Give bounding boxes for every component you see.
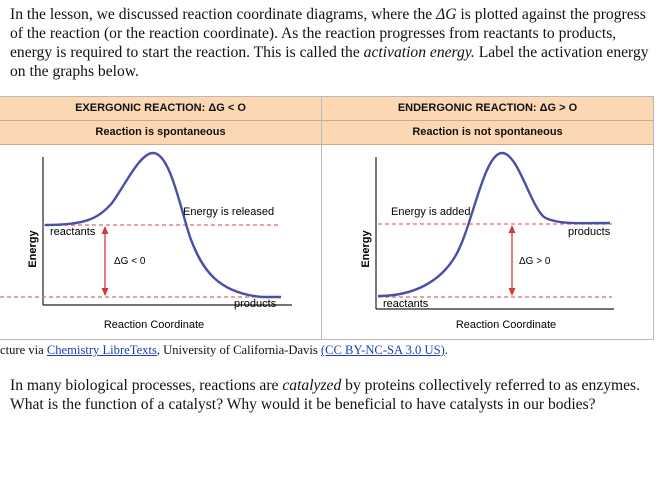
endergonic-delta-label: ΔG > 0	[519, 256, 551, 267]
exergonic-y-axis-label: Energy	[27, 229, 39, 267]
intro-text-1: In the lesson, we discussed reaction coo…	[10, 6, 437, 23]
endergonic-products-label: products	[568, 226, 611, 238]
reaction-diagram-figure: EXERGONIC REACTION: ΔG < O Reaction is s…	[0, 96, 654, 340]
license-link[interactable]: (CC BY-NC-SA 3.0 US)	[320, 343, 445, 357]
endergonic-panel: ENDERGONIC REACTION: ΔG > O Reaction is …	[322, 97, 653, 339]
endergonic-title: ENDERGONIC REACTION: ΔG > O	[322, 97, 653, 121]
intro-text-3: Label the activation energy on the graph…	[10, 44, 649, 80]
exergonic-reactants-label: reactants	[50, 226, 96, 238]
endergonic-plot: Energy Reaction Coordinate Energy is add…	[360, 151, 614, 331]
credit-suffix: .	[444, 343, 448, 357]
exergonic-products-label: products	[234, 298, 277, 310]
question-text-1: In many biological processes, reactions …	[10, 377, 283, 394]
question-text-2: by proteins collectively referred to as …	[10, 377, 641, 413]
endergonic-energy-curve	[377, 151, 611, 298]
endergonic-energy-note: Energy is added	[391, 206, 471, 218]
endergonic-subtitle: Reaction is not spontaneous	[322, 121, 653, 145]
credit-middle: , University of California-Davis	[156, 343, 321, 357]
exergonic-delta-arrow-up	[101, 226, 109, 234]
exergonic-plot: Energy Reaction Coordinate Energy is rel…	[0, 151, 292, 331]
exergonic-energy-note: Energy is released	[183, 206, 274, 218]
exergonic-delta-arrow-down	[101, 288, 109, 296]
intro-paragraph: In the lesson, we discussed reaction coo…	[10, 5, 655, 81]
intro-delta-g: ΔG	[436, 6, 457, 23]
credit-prefix: cture via	[0, 343, 47, 357]
endergonic-delta-arrow-up	[508, 225, 516, 233]
question-term-catalyzed: catalyzed	[282, 377, 342, 394]
figure-credit: cture via Chemistry LibreTexts, Universi…	[0, 343, 448, 358]
endergonic-x-axis-label: Reaction Coordinate	[456, 319, 556, 331]
intro-text-2: is plotted against the progress of the r…	[10, 6, 646, 61]
exergonic-x-axis-label: Reaction Coordinate	[104, 319, 204, 331]
exergonic-title: EXERGONIC REACTION: ΔG < O	[0, 97, 321, 121]
exergonic-subtitle: Reaction is spontaneous	[0, 121, 321, 145]
endergonic-reactants-label: reactants	[383, 298, 429, 310]
chemistry-libretexts-link[interactable]: Chemistry LibreTexts	[46, 343, 157, 357]
endergonic-y-axis-label: Energy	[360, 229, 372, 267]
exergonic-panel: EXERGONIC REACTION: ΔG < O Reaction is s…	[0, 97, 322, 339]
question-paragraph: In many biological processes, reactions …	[10, 376, 655, 414]
exergonic-delta-label: ΔG < 0	[114, 256, 146, 267]
exergonic-energy-curve	[44, 151, 281, 299]
endergonic-delta-arrow-down	[508, 288, 516, 296]
intro-term-activation-energy: activation energy.	[363, 44, 475, 61]
